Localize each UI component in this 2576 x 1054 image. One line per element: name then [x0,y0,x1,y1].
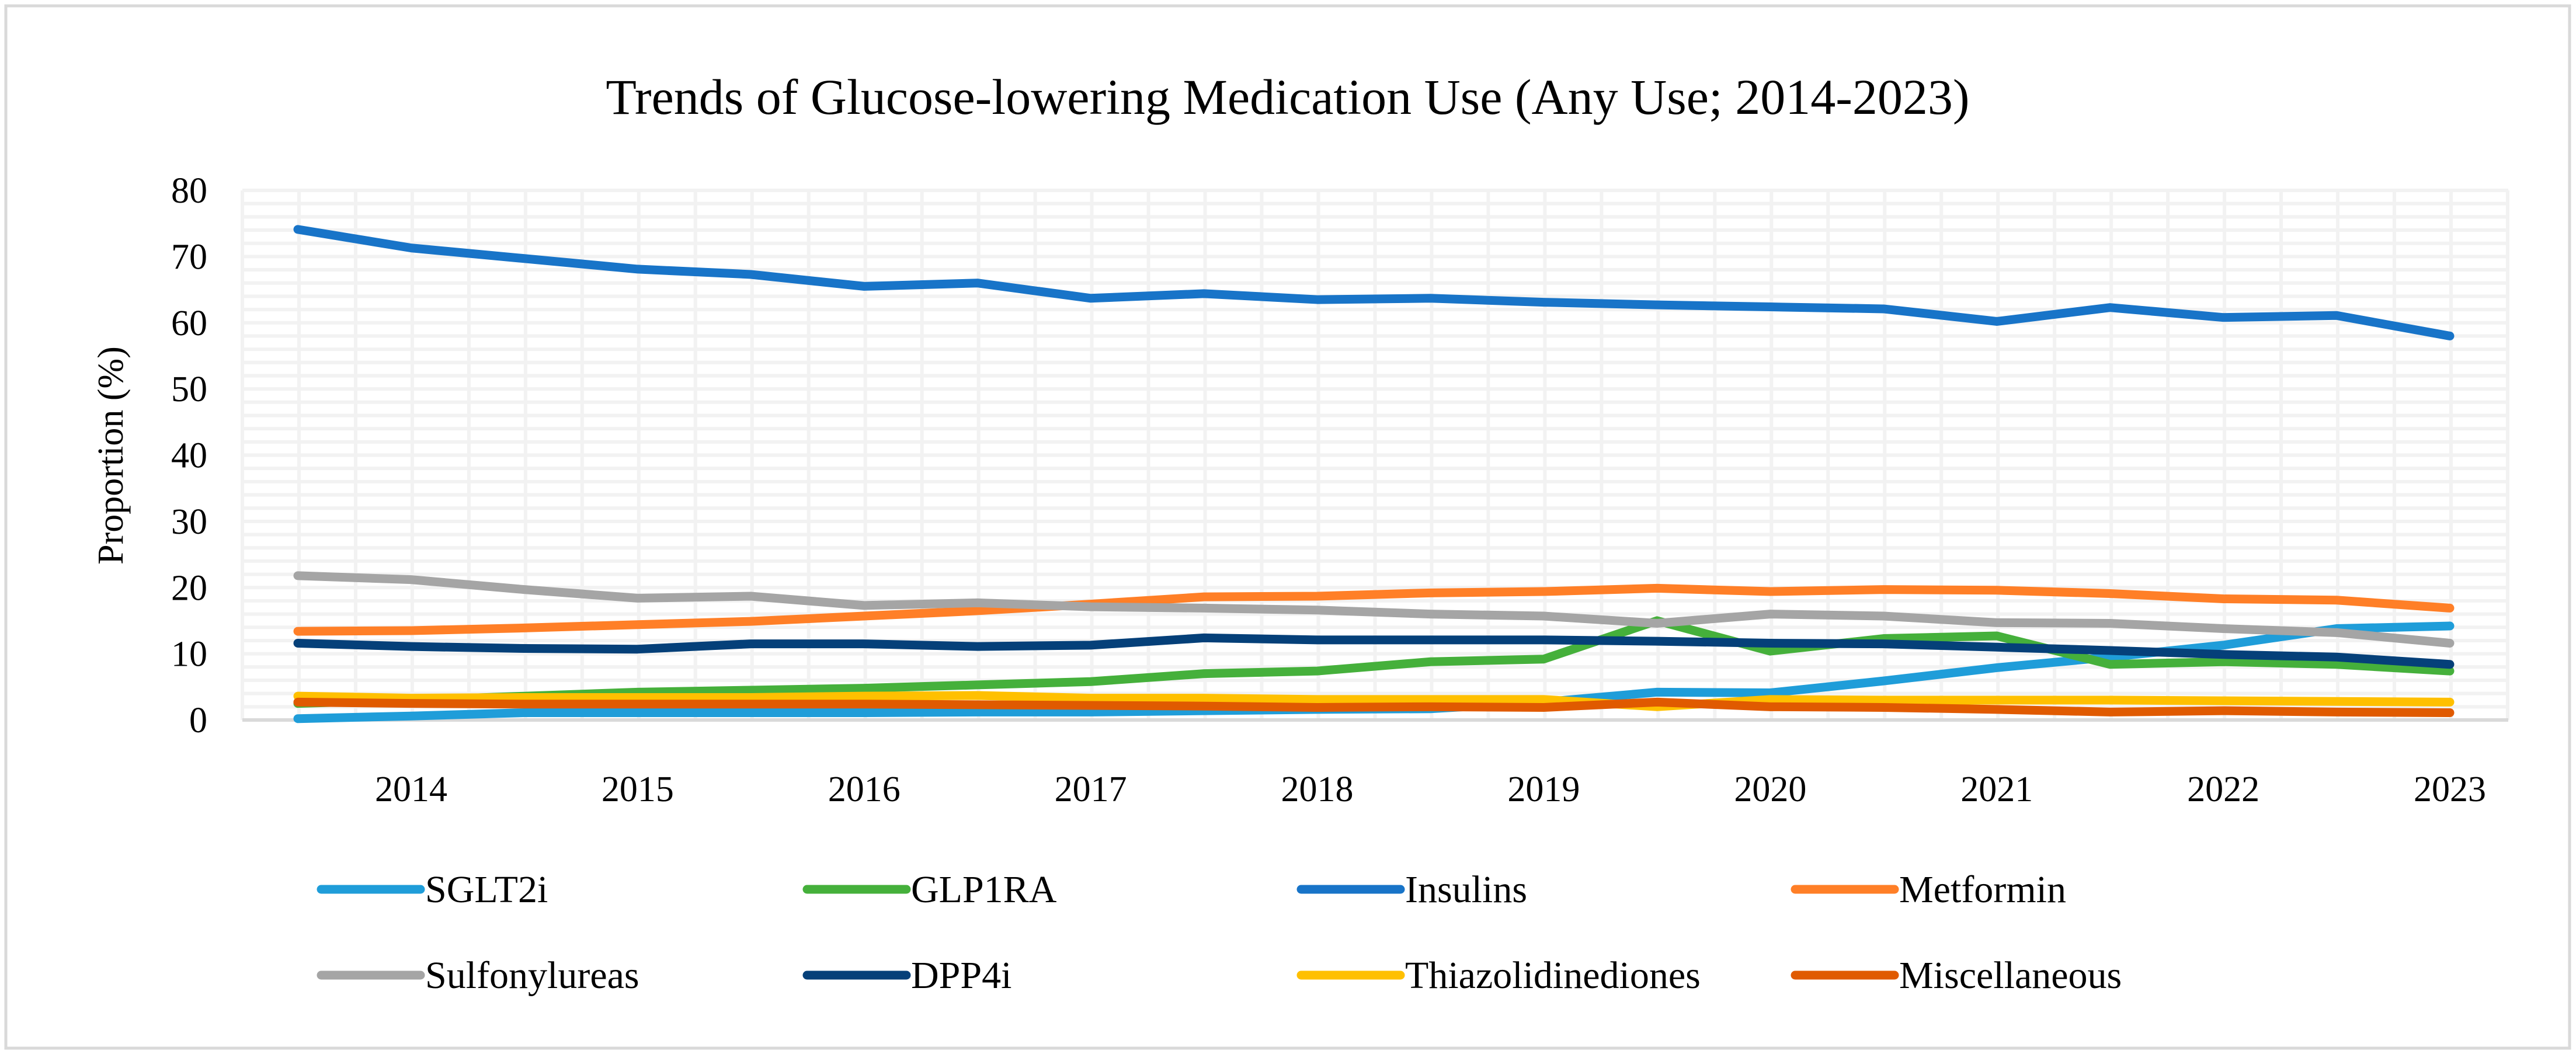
x-tick-label: 2021 [1960,770,2033,809]
legend-item-metformin: Metformin [1791,868,2066,911]
y-tick-label: 50 [171,370,207,409]
legend-label: Insulins [1405,868,1527,911]
chart-title: Trends of Glucose-lowering Medication Us… [606,69,1969,125]
legend-label: Miscellaneous [1899,954,2122,997]
legend-item-thiazolidinediones: Thiazolidinediones [1296,954,1701,997]
gridlines [241,189,2509,722]
chart-frame [4,4,2571,1050]
y-tick-label: 80 [171,171,207,211]
y-tick-label: 10 [171,635,207,674]
x-tick-label: 2016 [828,770,901,809]
y-tick-label: 40 [171,436,207,476]
series-line-thiazolidinediones [293,691,2455,711]
legend-label: SGLT2i [425,868,548,911]
legend-item-miscellaneous: Miscellaneous [1791,954,2122,997]
x-axis-ticks: 2014 2015 2016 2017 2018 2019 2020 2021 2022 2023 [375,770,2486,809]
series-line-metformin [293,583,2455,636]
legend-label: DPP4i [911,954,1011,997]
series-lines [293,225,2455,723]
series-line-insulins [293,225,2455,340]
x-tick-label: 2022 [2187,770,2259,809]
legend-label: Thiazolidinediones [1405,954,1701,997]
legend-label: Metformin [1899,868,2066,911]
legend-label: Sulfonylureas [425,954,639,997]
series-line-sulfonylureas [293,571,2455,648]
series-line-miscellaneous [293,697,2455,718]
y-axis-ticks: 0 10 20 30 40 50 60 70 80 [171,171,207,740]
x-tick-label: 2020 [1734,770,1806,809]
x-tick-label: 2018 [1281,770,1354,809]
series-line-dpp4i [293,633,2455,669]
y-tick-label: 60 [171,304,207,343]
legend-item-sulfonylureas: Sulfonylureas [317,954,639,997]
x-tick-label: 2015 [602,770,674,809]
x-tick-label: 2014 [375,770,447,809]
series-line-glp1ra [293,616,2455,708]
legend-item-dpp4i: DPP4i [802,954,1011,997]
x-tick-label: 2023 [2414,770,2486,809]
y-tick-label: 20 [171,568,207,608]
legend-item-insulins: Insulins [1296,868,1527,911]
legend-item-glp1ra: GLP1RA [802,868,1057,911]
y-tick-label: 70 [171,237,207,277]
y-axis-title: Proportion (%) [91,346,131,565]
y-tick-label: 0 [189,701,207,740]
y-tick-label: 30 [171,502,207,542]
legend-label: GLP1RA [911,868,1057,911]
x-tick-label: 2017 [1055,770,1127,809]
legend-item-sglt2i: SGLT2i [317,868,548,911]
legend: SGLT2i GLP1RA Insulins Metformin Sulfonylure… [317,868,2122,997]
x-tick-label: 2019 [1507,770,1580,809]
